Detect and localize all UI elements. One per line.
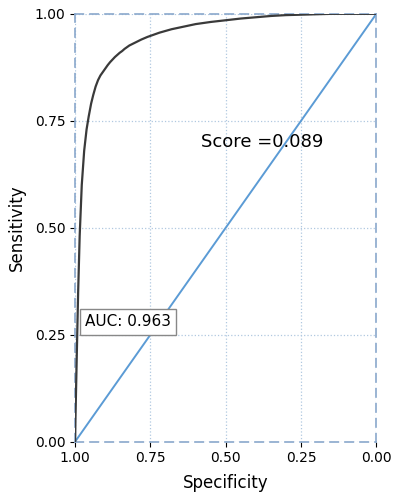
Text: AUC: 0.963: AUC: 0.963 — [85, 314, 171, 330]
Text: Score =0.089: Score =0.089 — [201, 133, 323, 151]
X-axis label: Specificity: Specificity — [183, 474, 268, 492]
Y-axis label: Sensitivity: Sensitivity — [8, 184, 26, 271]
